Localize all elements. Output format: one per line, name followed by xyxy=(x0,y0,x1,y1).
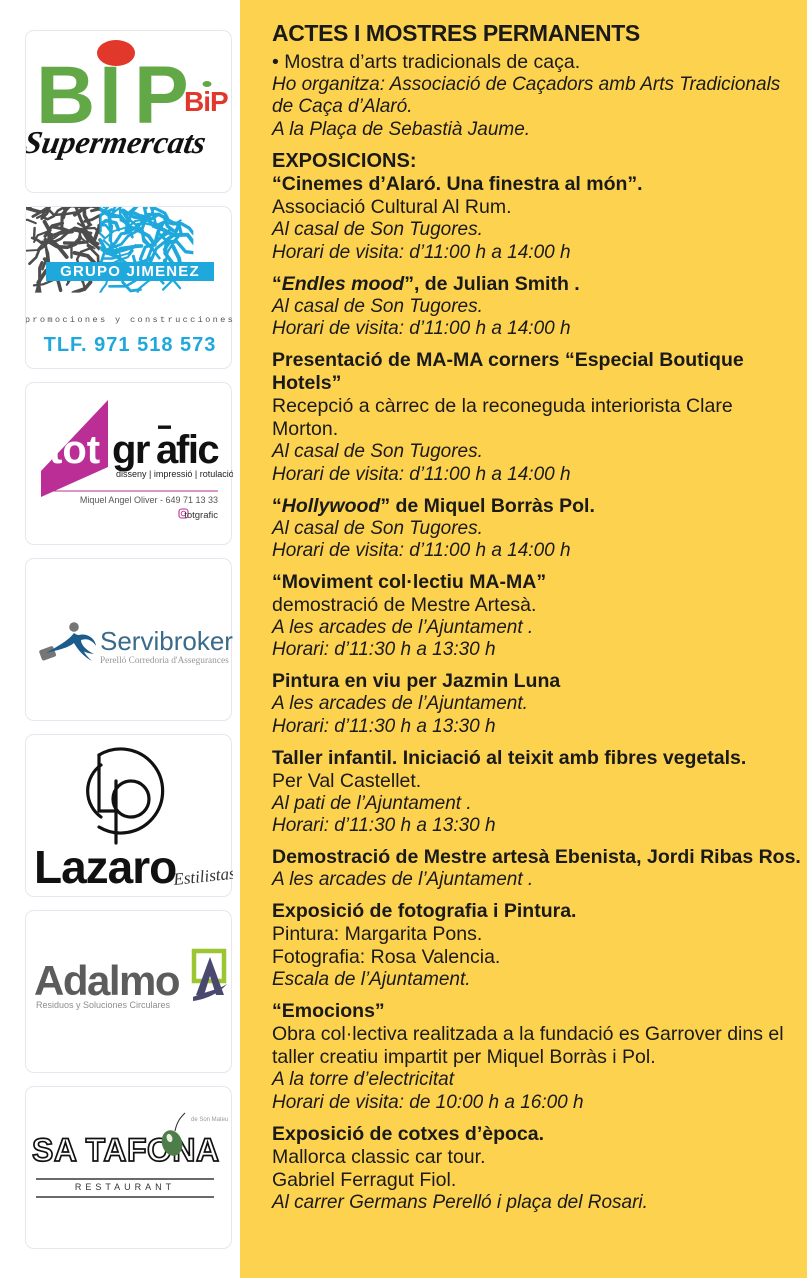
svg-text:Supermercats: Supermercats xyxy=(26,124,209,160)
svg-text:Residuos y Soluciones Circular: Residuos y Soluciones Circulares xyxy=(36,1000,171,1010)
svg-text:SA TAFONA: SA TAFONA xyxy=(32,1132,220,1168)
svg-text:Miquel Angel Oliver - 649 71: Miquel Angel Oliver - 649 71 13 33 xyxy=(80,495,218,505)
svg-text:totgrafic: totgrafic xyxy=(184,510,218,521)
svg-text:BiP: BiP xyxy=(184,86,228,117)
svg-text:de Son Mateu: de Son Mateu xyxy=(191,1117,228,1123)
svg-text:Perelló Corredoria d'Assegura: Perelló Corredoria d'Assegurances xyxy=(100,656,229,666)
svg-text:Servibroker: Servibroker xyxy=(100,626,233,656)
svg-text:RESTAURANT: RESTAURANT xyxy=(75,1182,175,1192)
svg-text:Estilistas: Estilistas xyxy=(171,864,233,890)
svg-text:TLF. 971 518 573: TLF. 971 518 573 xyxy=(44,334,217,356)
svg-text:Lazaro: Lazaro xyxy=(34,841,176,893)
svg-text:Adalmo: Adalmo xyxy=(34,957,180,1004)
svg-text:GRUPO JIMENEZ: GRUPO JIMENEZ xyxy=(60,263,200,280)
svg-text:fic: fic xyxy=(176,428,219,472)
svg-text:gr: gr xyxy=(112,428,150,472)
svg-text:disseny | impressió | rotulac: disseny | impressió | rotulació xyxy=(116,469,233,479)
svg-text:promociones y construcciones: promociones y construcciones xyxy=(26,315,233,325)
svg-text:tot: tot xyxy=(49,428,100,472)
